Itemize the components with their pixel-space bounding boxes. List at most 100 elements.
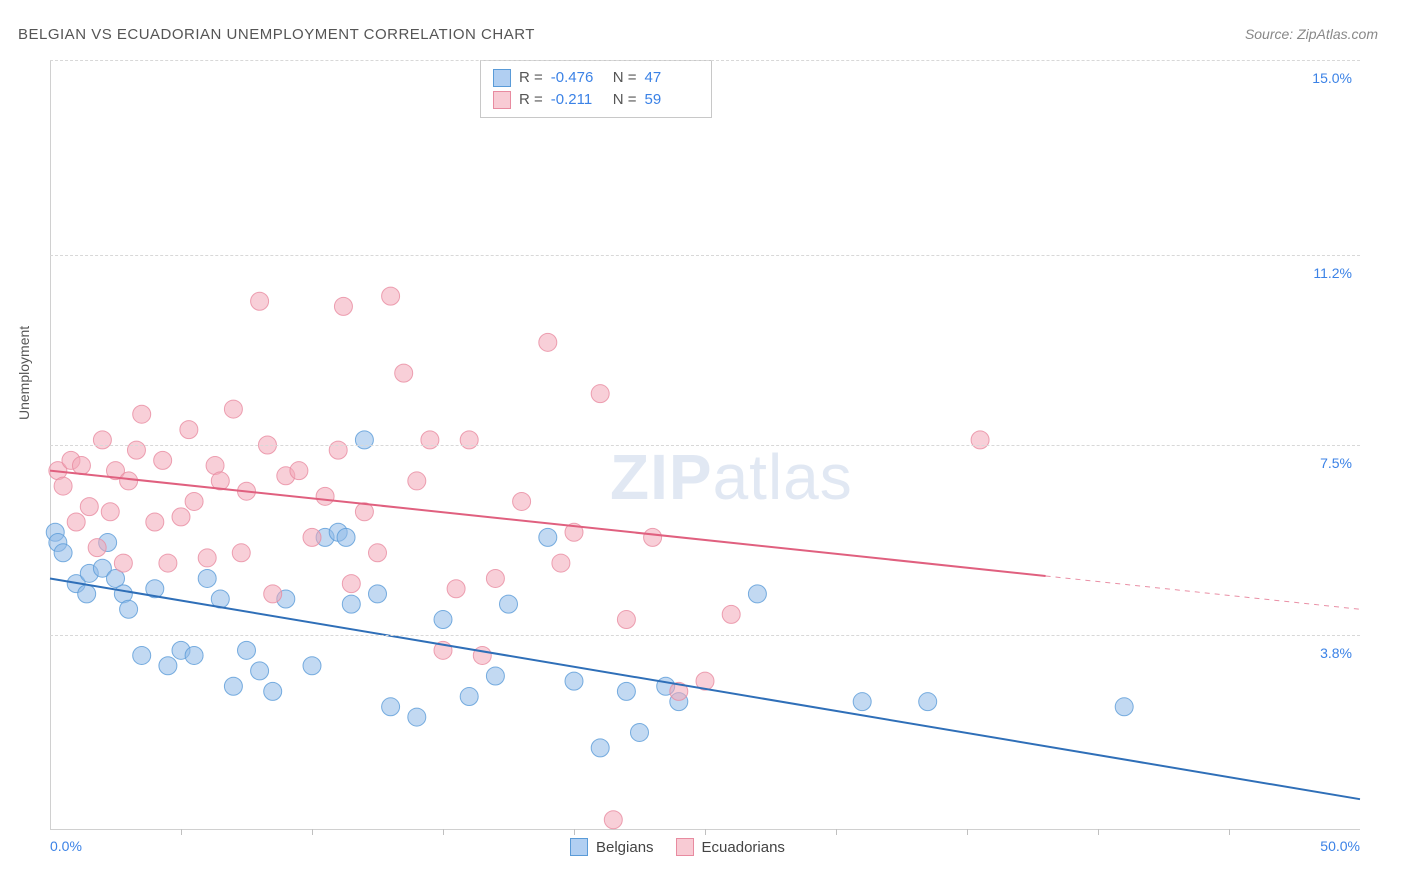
scatter-point — [513, 492, 531, 510]
scatter-point — [565, 672, 583, 690]
source-prefix: Source: — [1245, 26, 1297, 42]
scatter-point — [395, 364, 413, 382]
scatter-point — [460, 431, 478, 449]
scatter-point — [342, 575, 360, 593]
scatter-point — [1115, 698, 1133, 716]
scatter-point — [617, 611, 635, 629]
scatter-point — [382, 287, 400, 305]
swatch-icon — [676, 838, 694, 856]
scatter-point — [159, 657, 177, 675]
x-tick — [312, 829, 313, 835]
scatter-point — [251, 292, 269, 310]
scatter-point — [185, 492, 203, 510]
y-tick-label: 3.8% — [1320, 645, 1352, 661]
scatter-point — [154, 451, 172, 469]
scatter-point — [232, 544, 250, 562]
scatter-point — [93, 431, 111, 449]
scatter-point — [303, 657, 321, 675]
scatter-point — [473, 646, 491, 664]
y-tick-label: 15.0% — [1312, 70, 1352, 86]
scatter-point — [198, 549, 216, 567]
grid-line — [50, 60, 1360, 61]
scatter-point — [591, 385, 609, 403]
scatter-point — [264, 585, 282, 603]
y-tick-label: 11.2% — [1313, 265, 1352, 281]
chart-title: BELGIAN VS ECUADORIAN UNEMPLOYMENT CORRE… — [18, 26, 535, 43]
scatter-point — [114, 554, 132, 572]
scatter-point — [101, 503, 119, 521]
x-tick — [967, 829, 968, 835]
scatter-point — [919, 693, 937, 711]
scatter-point — [369, 585, 387, 603]
scatter-point — [185, 646, 203, 664]
scatter-point — [290, 462, 308, 480]
scatter-point — [853, 693, 871, 711]
scatter-point — [72, 457, 90, 475]
scatter-point — [500, 595, 518, 613]
scatter-point — [434, 611, 452, 629]
scatter-point — [644, 528, 662, 546]
plot-area: ZIPatlas R = -0.476 N = 47 R = -0.211 N … — [50, 60, 1360, 830]
scatter-point — [224, 400, 242, 418]
scatter-point — [264, 682, 282, 700]
scatter-point — [408, 708, 426, 726]
x-axis-max-label: 50.0% — [1320, 838, 1360, 854]
grid-line — [50, 635, 1360, 636]
scatter-point — [133, 405, 151, 423]
legend-item-ecuadorians: Ecuadorians — [676, 838, 785, 856]
legend-item-belgians: Belgians — [570, 838, 654, 856]
scatter-point — [486, 569, 504, 587]
series-legend: Belgians Ecuadorians — [570, 838, 785, 856]
grid-line — [50, 255, 1360, 256]
scatter-point — [552, 554, 570, 572]
scatter-point — [342, 595, 360, 613]
scatter-point — [224, 677, 242, 695]
scatter-point — [631, 723, 649, 741]
scatter-point — [447, 580, 465, 598]
scatter-point — [67, 513, 85, 531]
x-tick — [443, 829, 444, 835]
scatter-point — [748, 585, 766, 603]
swatch-icon — [570, 838, 588, 856]
trend-line-extrapolated — [1046, 576, 1360, 609]
scatter-point — [251, 662, 269, 680]
scatter-point — [127, 441, 145, 459]
scatter-point — [54, 544, 72, 562]
scatter-point — [238, 641, 256, 659]
scatter-point — [355, 431, 373, 449]
legend-label-belgians: Belgians — [596, 839, 654, 856]
scatter-point — [971, 431, 989, 449]
scatter-point — [80, 498, 98, 516]
scatter-point — [408, 472, 426, 490]
scatter-point — [369, 544, 387, 562]
scatter-point — [172, 508, 190, 526]
y-axis-label: Unemployment — [16, 326, 32, 420]
scatter-point — [88, 539, 106, 557]
scatter-point — [460, 688, 478, 706]
scatter-point — [146, 513, 164, 531]
scatter-point — [329, 441, 347, 459]
scatter-point — [120, 600, 138, 618]
scatter-point — [334, 297, 352, 315]
source-attribution: Source: ZipAtlas.com — [1245, 26, 1378, 42]
scatter-point — [337, 528, 355, 546]
scatter-point — [180, 421, 198, 439]
x-tick — [1229, 829, 1230, 835]
scatter-point — [198, 569, 216, 587]
scatter-point — [539, 333, 557, 351]
legend-label-ecuadorians: Ecuadorians — [702, 839, 785, 856]
grid-line — [50, 445, 1360, 446]
scatter-point — [303, 528, 321, 546]
scatter-point — [604, 811, 622, 829]
scatter-point — [382, 698, 400, 716]
scatter-point — [591, 739, 609, 757]
x-axis-min-label: 0.0% — [50, 838, 82, 854]
scatter-point — [539, 528, 557, 546]
scatter-point — [78, 585, 96, 603]
scatter-point — [54, 477, 72, 495]
scatter-point — [421, 431, 439, 449]
trend-line — [50, 578, 1360, 799]
x-tick — [1098, 829, 1099, 835]
x-tick — [705, 829, 706, 835]
scatter-point — [159, 554, 177, 572]
